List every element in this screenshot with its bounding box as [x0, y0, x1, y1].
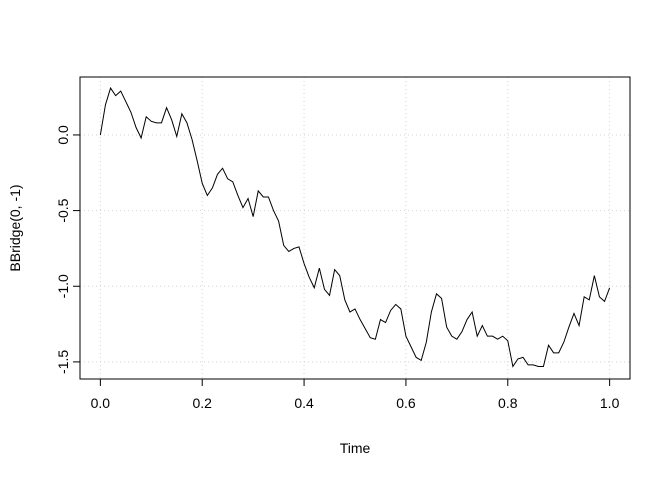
y-axis-label: BBridge(0, -1) [7, 184, 23, 271]
y-tick-label: -1.5 [55, 350, 71, 374]
line [99, 86, 611, 368]
y-tick-label: -1.0 [55, 274, 71, 298]
y-tick-label: -0.5 [55, 198, 71, 222]
x-tick-label: 0.6 [396, 395, 416, 411]
x-tick-label: 1.0 [600, 395, 620, 411]
x-tick-label: 0.8 [498, 395, 518, 411]
x-tick-label: 0.2 [192, 395, 212, 411]
plot-frame [79, 76, 631, 380]
y-tick-label: 0.0 [55, 125, 71, 145]
x-tick-label: 0.0 [91, 395, 111, 411]
x-axis-label: Time [340, 440, 371, 456]
x-tick-label: 0.4 [294, 395, 314, 411]
